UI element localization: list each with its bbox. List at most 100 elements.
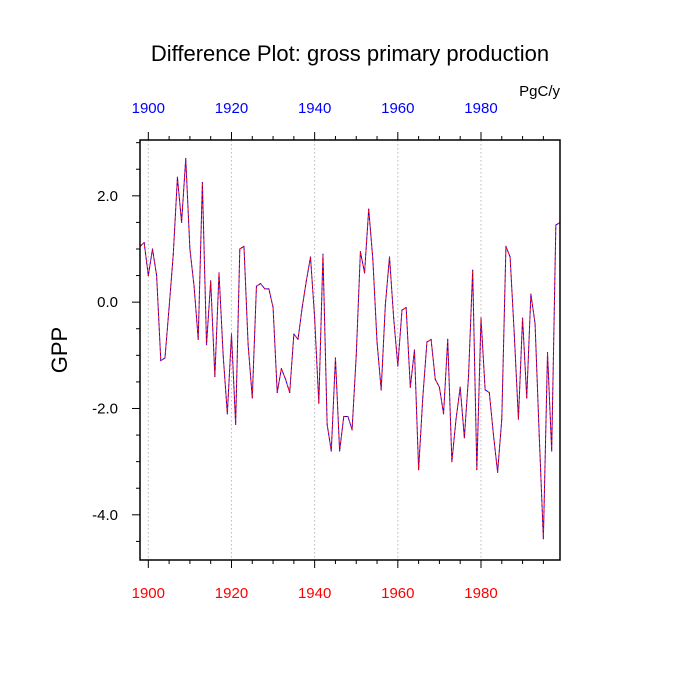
data-point-1925 [251, 397, 253, 399]
data-point-1977 [467, 375, 470, 378]
data-point-1906 [172, 253, 174, 255]
data-point-1956 [380, 389, 382, 391]
data-point-1902 [156, 274, 158, 277]
data-point-1966 [422, 397, 424, 399]
axis-layer [139, 139, 561, 561]
tick-layer [132, 132, 544, 568]
data-point-1926 [255, 285, 258, 287]
data-point-1971 [442, 413, 445, 415]
data-point-1985 [501, 418, 503, 420]
data-point-1911 [193, 285, 195, 287]
x-tick-label-bottom-1940: 1940 [298, 585, 331, 602]
x-tick-label-top-1920: 1920 [215, 100, 248, 117]
data-point-1937 [301, 306, 303, 309]
tick-label-layer: 1900 1900 1920 1920 1940 1940 1960 1960 1980 1980… [92, 100, 498, 602]
data-point-1919 [226, 413, 228, 415]
data-point-1940 [314, 317, 316, 319]
data-point-1958 [388, 256, 391, 258]
y-tick-label--2.0: -2.0 [92, 400, 118, 417]
data-point-1994 [538, 434, 540, 436]
data-point-1927 [259, 282, 262, 285]
data-point-1918 [222, 354, 224, 356]
data-point-1991 [526, 397, 528, 399]
data-point-1961 [401, 309, 403, 311]
plot-frame [139, 139, 561, 561]
data-point-1983 [492, 434, 495, 436]
data-point-1931 [276, 391, 278, 394]
data-point-1905 [168, 306, 170, 309]
data-point-1933 [284, 378, 287, 380]
data-point-1899 [143, 242, 145, 244]
data-point-1938 [305, 280, 307, 282]
data-point-1910 [189, 248, 191, 250]
x-tick-label-bottom-1920: 1920 [215, 585, 248, 602]
data-point-1962 [405, 306, 407, 309]
data-point-1992 [530, 293, 532, 295]
data-point-1972 [447, 338, 449, 340]
data-point-1948 [347, 415, 349, 418]
data-point-1980 [480, 317, 482, 319]
data-point-1912 [197, 338, 199, 340]
data-point-1917 [218, 272, 220, 274]
data-point-1982 [488, 391, 490, 394]
data-point-1914 [205, 344, 208, 346]
y-tick-label--4.0: -4.0 [92, 507, 118, 524]
data-point-1953 [368, 208, 370, 210]
data-point-1968 [430, 338, 432, 340]
data-point-1949 [351, 429, 353, 431]
data-point-1976 [463, 437, 465, 439]
data-point-1989 [517, 418, 520, 420]
data-point-1987 [509, 256, 511, 258]
units-label: PgC/y [519, 83, 560, 100]
data-point-1950 [355, 354, 357, 356]
data-point-1907 [176, 176, 179, 178]
y-tick-label-2.0: 2.0 [97, 188, 118, 205]
y-tick-label-0.0: 0.0 [97, 294, 118, 311]
data-point-1941 [318, 402, 320, 404]
data-point-1957 [384, 304, 386, 306]
series-layer [139, 158, 561, 540]
data-point-1984 [497, 471, 499, 473]
data-point-1969 [434, 378, 436, 380]
data-point-1901 [151, 248, 154, 250]
x-tick-label-bottom-1960: 1960 [381, 585, 414, 602]
data-point-1947 [343, 415, 345, 418]
data-point-1995 [542, 538, 544, 540]
x-tick-label-bottom-1900: 1900 [132, 585, 165, 602]
data-point-1929 [268, 288, 270, 290]
data-point-1970 [438, 386, 441, 388]
data-point-1990 [521, 317, 524, 319]
data-point-1909 [185, 158, 187, 160]
data-point-1924 [247, 344, 249, 346]
data-point-1986 [505, 245, 507, 247]
x-tick-label-top-1960: 1960 [381, 100, 414, 117]
data-point-1939 [309, 256, 312, 258]
data-point-1998 [555, 224, 557, 226]
data-point-1920 [230, 333, 233, 335]
data-point-1928 [264, 288, 266, 290]
data-point-1945 [334, 357, 337, 359]
data-point-1923 [243, 245, 245, 247]
y-axis-label: GPP [47, 327, 72, 373]
data-point-1967 [426, 341, 428, 343]
data-point-1951 [359, 251, 361, 253]
data-point-1963 [409, 386, 411, 388]
data-point-1979 [476, 469, 478, 471]
data-point-1903 [160, 360, 162, 362]
data-point-1997 [551, 450, 553, 452]
x-tick-label-bottom-1980: 1980 [464, 585, 497, 602]
data-point-1921 [235, 423, 237, 426]
data-point-1913 [201, 181, 203, 184]
data-point-1988 [513, 333, 515, 335]
data-point-1952 [363, 272, 366, 274]
data-point-1981 [484, 389, 486, 391]
series-line-secondary-0 [139, 158, 561, 540]
data-point-1965 [418, 469, 420, 471]
data-point-1932 [280, 368, 282, 370]
data-point-1915 [210, 280, 212, 282]
data-point-1935 [293, 333, 295, 335]
data-point-1942 [322, 253, 324, 255]
